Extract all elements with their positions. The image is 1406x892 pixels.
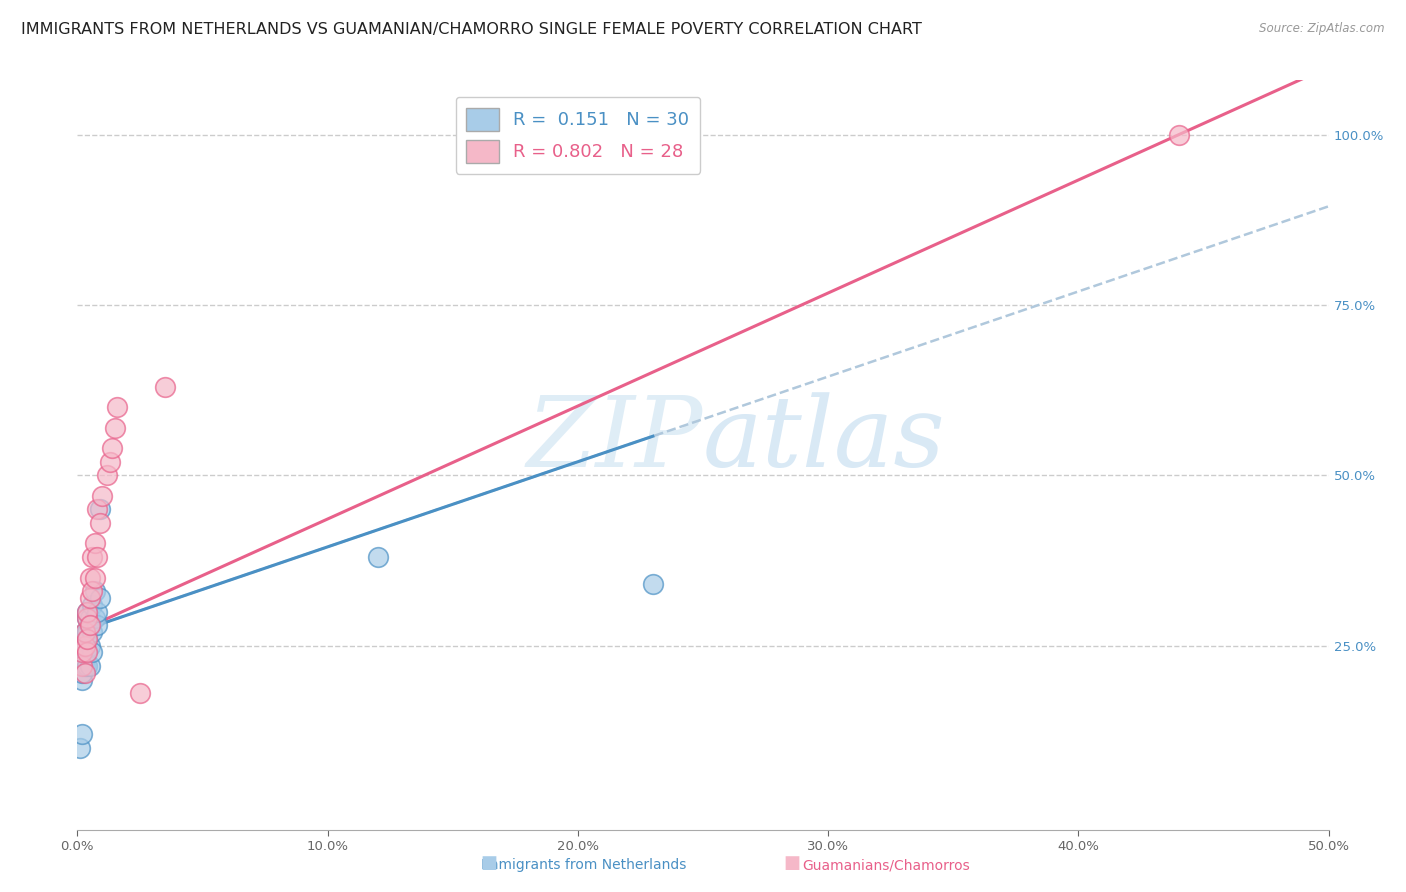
Point [76,659,98,673]
Point [104,420,127,434]
Point [82,645,104,659]
Point [86,618,108,632]
Point [76,605,98,619]
Point [83,584,105,599]
Point [98,455,121,469]
Point [73,625,96,640]
Point [82,550,104,565]
Text: Immigrants from Netherlands: Immigrants from Netherlands [481,858,686,872]
Point [73,625,96,640]
Point [89,591,111,605]
Point [72,673,94,687]
Point [69,740,91,755]
Point [76,611,98,625]
Text: ■: ■ [783,855,800,872]
Point [105,401,128,415]
Point [82,625,104,640]
Point [79,618,101,632]
Point [76,605,98,619]
Point [79,611,101,625]
Point [76,611,98,625]
Point [76,645,98,659]
Text: ■: ■ [481,855,498,872]
Point [367,550,389,565]
Point [72,727,94,741]
Point [83,570,105,584]
Point [89,502,111,516]
Point [79,618,101,632]
Point [76,632,98,646]
Point [86,550,108,565]
Text: ZIP: ZIP [527,392,703,488]
Point [86,605,108,619]
Text: Source: ZipAtlas.com: Source: ZipAtlas.com [1260,22,1385,36]
Point [73,639,96,653]
Point [83,536,105,550]
Point [73,665,96,680]
Point [76,625,98,640]
Point [1167,128,1189,142]
Point [91,489,114,503]
Point [153,380,176,394]
Text: IMMIGRANTS FROM NETHERLANDS VS GUAMANIAN/CHAMORRO SINGLE FEMALE POVERTY CORRELAT: IMMIGRANTS FROM NETHERLANDS VS GUAMANIAN… [21,22,922,37]
Point [641,577,664,591]
Point [72,659,94,673]
Point [129,686,152,700]
Point [96,468,118,483]
Point [73,645,96,659]
Point [79,591,101,605]
Point [82,598,104,612]
Point [79,570,101,584]
Point [101,441,124,455]
Point [72,645,94,659]
Point [76,625,98,640]
Text: atlas: atlas [703,392,946,488]
Point [82,584,104,599]
Point [79,659,101,673]
Point [83,611,105,625]
Legend: R =  0.151   N = 30, R = 0.802   N = 28: R = 0.151 N = 30, R = 0.802 N = 28 [456,97,700,174]
Point [89,516,111,530]
Point [76,632,98,646]
Text: Guamanians/Chamorros: Guamanians/Chamorros [801,858,970,872]
Point [72,665,94,680]
Point [79,639,101,653]
Point [73,652,96,666]
Point [73,639,96,653]
Point [86,502,108,516]
Point [73,659,96,673]
